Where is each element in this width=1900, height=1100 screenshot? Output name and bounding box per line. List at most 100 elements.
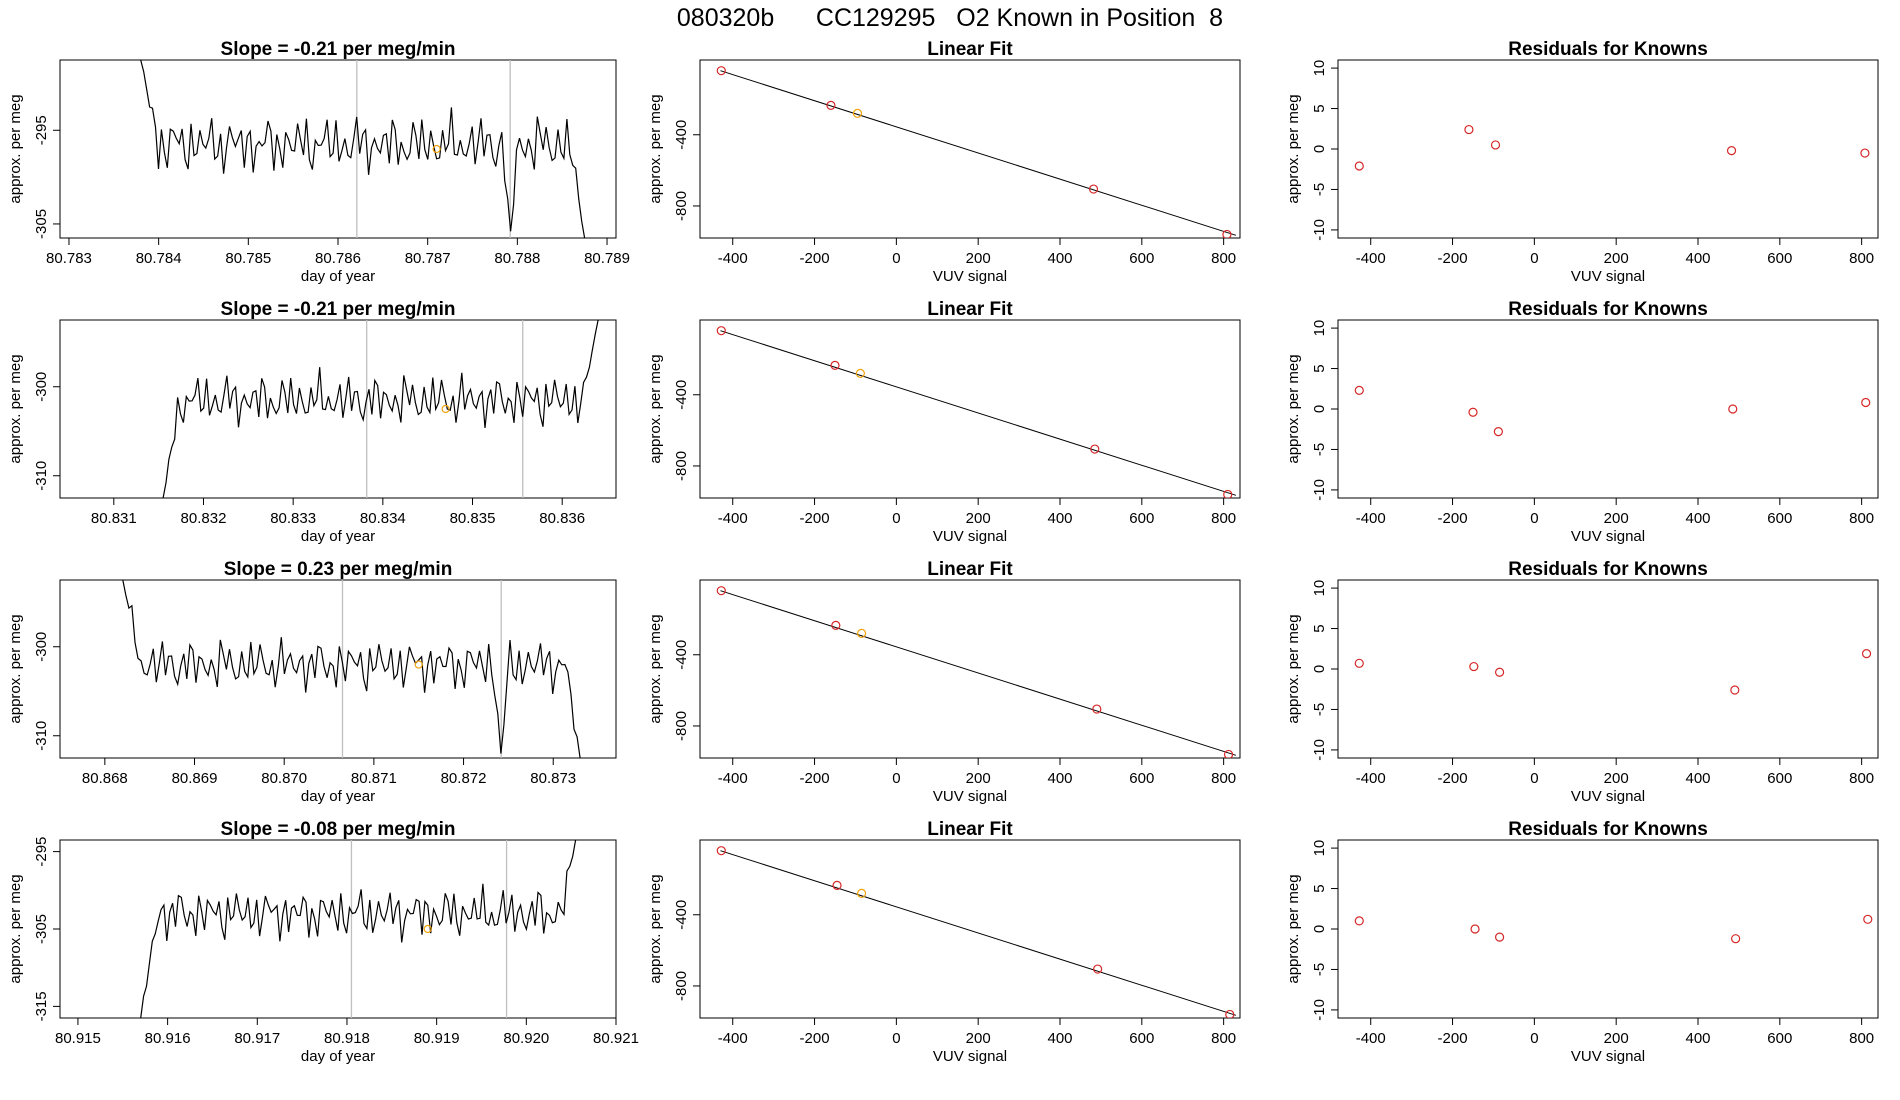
y-tick-label: 0 [1311, 405, 1328, 413]
x-tick-label: 400 [1685, 510, 1710, 527]
plot-area [716, 66, 1237, 238]
x-axis-label: VUV signal [933, 268, 1007, 285]
x-tick-label: -400 [1356, 770, 1386, 787]
data-point [1494, 667, 1505, 677]
plot-area [1354, 124, 1870, 171]
y-tick-label: 0 [1311, 145, 1328, 153]
y-tick-label: 0 [1311, 665, 1328, 673]
y-tick-label: -400 [673, 380, 690, 410]
panel-3-3: Residuals for Knowns -400 -200 0 200 400 600 80… [1285, 559, 1879, 805]
x-tick-label: 0 [892, 770, 900, 787]
x-axis-label: VUV signal [1571, 528, 1645, 545]
x-tick-label: -200 [800, 510, 830, 527]
data-point [1731, 934, 1741, 944]
x-tick-label: 0 [1530, 770, 1538, 787]
data-point [1490, 140, 1501, 150]
y-tick-label: -400 [673, 900, 690, 930]
x-tick-label: -400 [718, 1030, 748, 1047]
y-tick-label: -400 [673, 640, 690, 670]
x-tick-label: 400 [1685, 250, 1710, 267]
x-tick-label: 0 [892, 250, 900, 267]
x-tick-label: 600 [1129, 770, 1154, 787]
panel-1-2: Linear Fit -400 -200 0 200 400 600 800 -400 -800 V… [647, 39, 1241, 285]
y-tick-label: 5 [1311, 104, 1328, 112]
y-tick-label: -800 [673, 971, 690, 1001]
x-tick-label: 200 [1604, 250, 1629, 267]
y-tick-label: 10 [1311, 320, 1328, 337]
y-tick-label: 10 [1311, 840, 1328, 857]
x-tick-label: 80.834 [360, 510, 406, 527]
x-tick-label: 600 [1767, 250, 1792, 267]
data-point [716, 846, 726, 856]
y-axis-label: approx. per meg [7, 354, 24, 463]
panel-2-1: Slope = -0.21 per meg/min 80.831 80.832 80.… [7, 299, 617, 545]
x-tick-label: 80.920 [503, 1030, 549, 1047]
x-tick-label: 80.917 [234, 1030, 280, 1047]
x-tick-label: 80.832 [181, 510, 227, 527]
x-axis-label: VUV signal [1571, 1048, 1645, 1065]
sample-marker [423, 924, 432, 934]
y-axis-label: approx. per meg [647, 354, 664, 463]
panel-1-3: Residuals for Knowns -400 -200 0 200 400 600 80… [1285, 39, 1879, 285]
y-tick-label: 5 [1311, 364, 1328, 372]
x-tick-label: -400 [718, 770, 748, 787]
x-axis-label: VUV signal [933, 528, 1007, 545]
x-tick-label: -200 [1438, 250, 1468, 267]
x-tick-label: -200 [800, 250, 830, 267]
plot-area [716, 586, 1237, 758]
data-point [1223, 489, 1233, 498]
panel-title: Slope = -0.21 per meg/min [221, 39, 456, 60]
y-axis-label: approx. per meg [7, 874, 24, 983]
x-tick-label: 80.870 [261, 770, 307, 787]
y-tick-label: -300 [33, 372, 50, 402]
plot-area [1354, 649, 1872, 695]
x-tick-label: -400 [1356, 510, 1386, 527]
sample-marker [441, 404, 450, 414]
y-tick-label: -315 [33, 991, 50, 1021]
fit-line [720, 70, 1237, 236]
y-axis-label: approx. per meg [647, 614, 664, 723]
data-point [1354, 385, 1364, 395]
y-tick-label: 10 [1311, 60, 1328, 77]
plot-area [716, 326, 1237, 498]
y-tick-label: -800 [673, 711, 690, 741]
x-tick-label: -400 [718, 250, 748, 267]
data-point [1726, 146, 1737, 156]
x-tick-label: 80.868 [82, 770, 128, 787]
plot-frame [699, 839, 1241, 1019]
y-axis-label: approx. per meg [1285, 354, 1302, 463]
plot-frame [699, 59, 1241, 239]
data-point [832, 880, 842, 890]
y-tick-label: -5 [1311, 443, 1328, 456]
plot-frame [1337, 839, 1879, 1019]
data-point [1090, 444, 1100, 454]
x-tick-label: 200 [1604, 770, 1629, 787]
x-tick-label: -200 [1438, 510, 1468, 527]
plot-area [716, 846, 1237, 1018]
data-point [1728, 404, 1738, 414]
x-tick-label: 0 [1530, 250, 1538, 267]
data-point [1494, 932, 1505, 942]
x-axis-label: VUV signal [933, 788, 1007, 805]
data-point [1464, 124, 1474, 135]
panel-4-1: Slope = -0.08 per meg/min 80.915 80.916 80.… [7, 819, 639, 1065]
x-tick-label: 80.833 [270, 510, 316, 527]
plot-frame [1337, 319, 1879, 499]
x-tick-label: -200 [1438, 1030, 1468, 1047]
data-point [1730, 685, 1740, 695]
y-tick-label: -10 [1311, 479, 1328, 501]
plot-frame [1337, 579, 1879, 759]
x-tick-label: 400 [1685, 770, 1710, 787]
x-axis-label: day of year [301, 528, 375, 545]
figure-title: 080320b CC129295 O2 Known in Position 8 [676, 4, 1224, 32]
x-tick-label: 200 [966, 770, 991, 787]
panel-3-1: Slope = 0.23 per meg/min 80.868 80.869 80.8… [7, 559, 617, 805]
x-tick-label: -200 [800, 1030, 830, 1047]
plot-area [140, 840, 577, 1018]
y-tick-label: -800 [673, 451, 690, 481]
panel-title: Linear Fit [927, 819, 1013, 840]
y-tick-label: -400 [673, 120, 690, 150]
fit-line [720, 590, 1237, 756]
y-tick-label: -305 [33, 209, 50, 239]
x-tick-label: 80.871 [351, 770, 397, 787]
